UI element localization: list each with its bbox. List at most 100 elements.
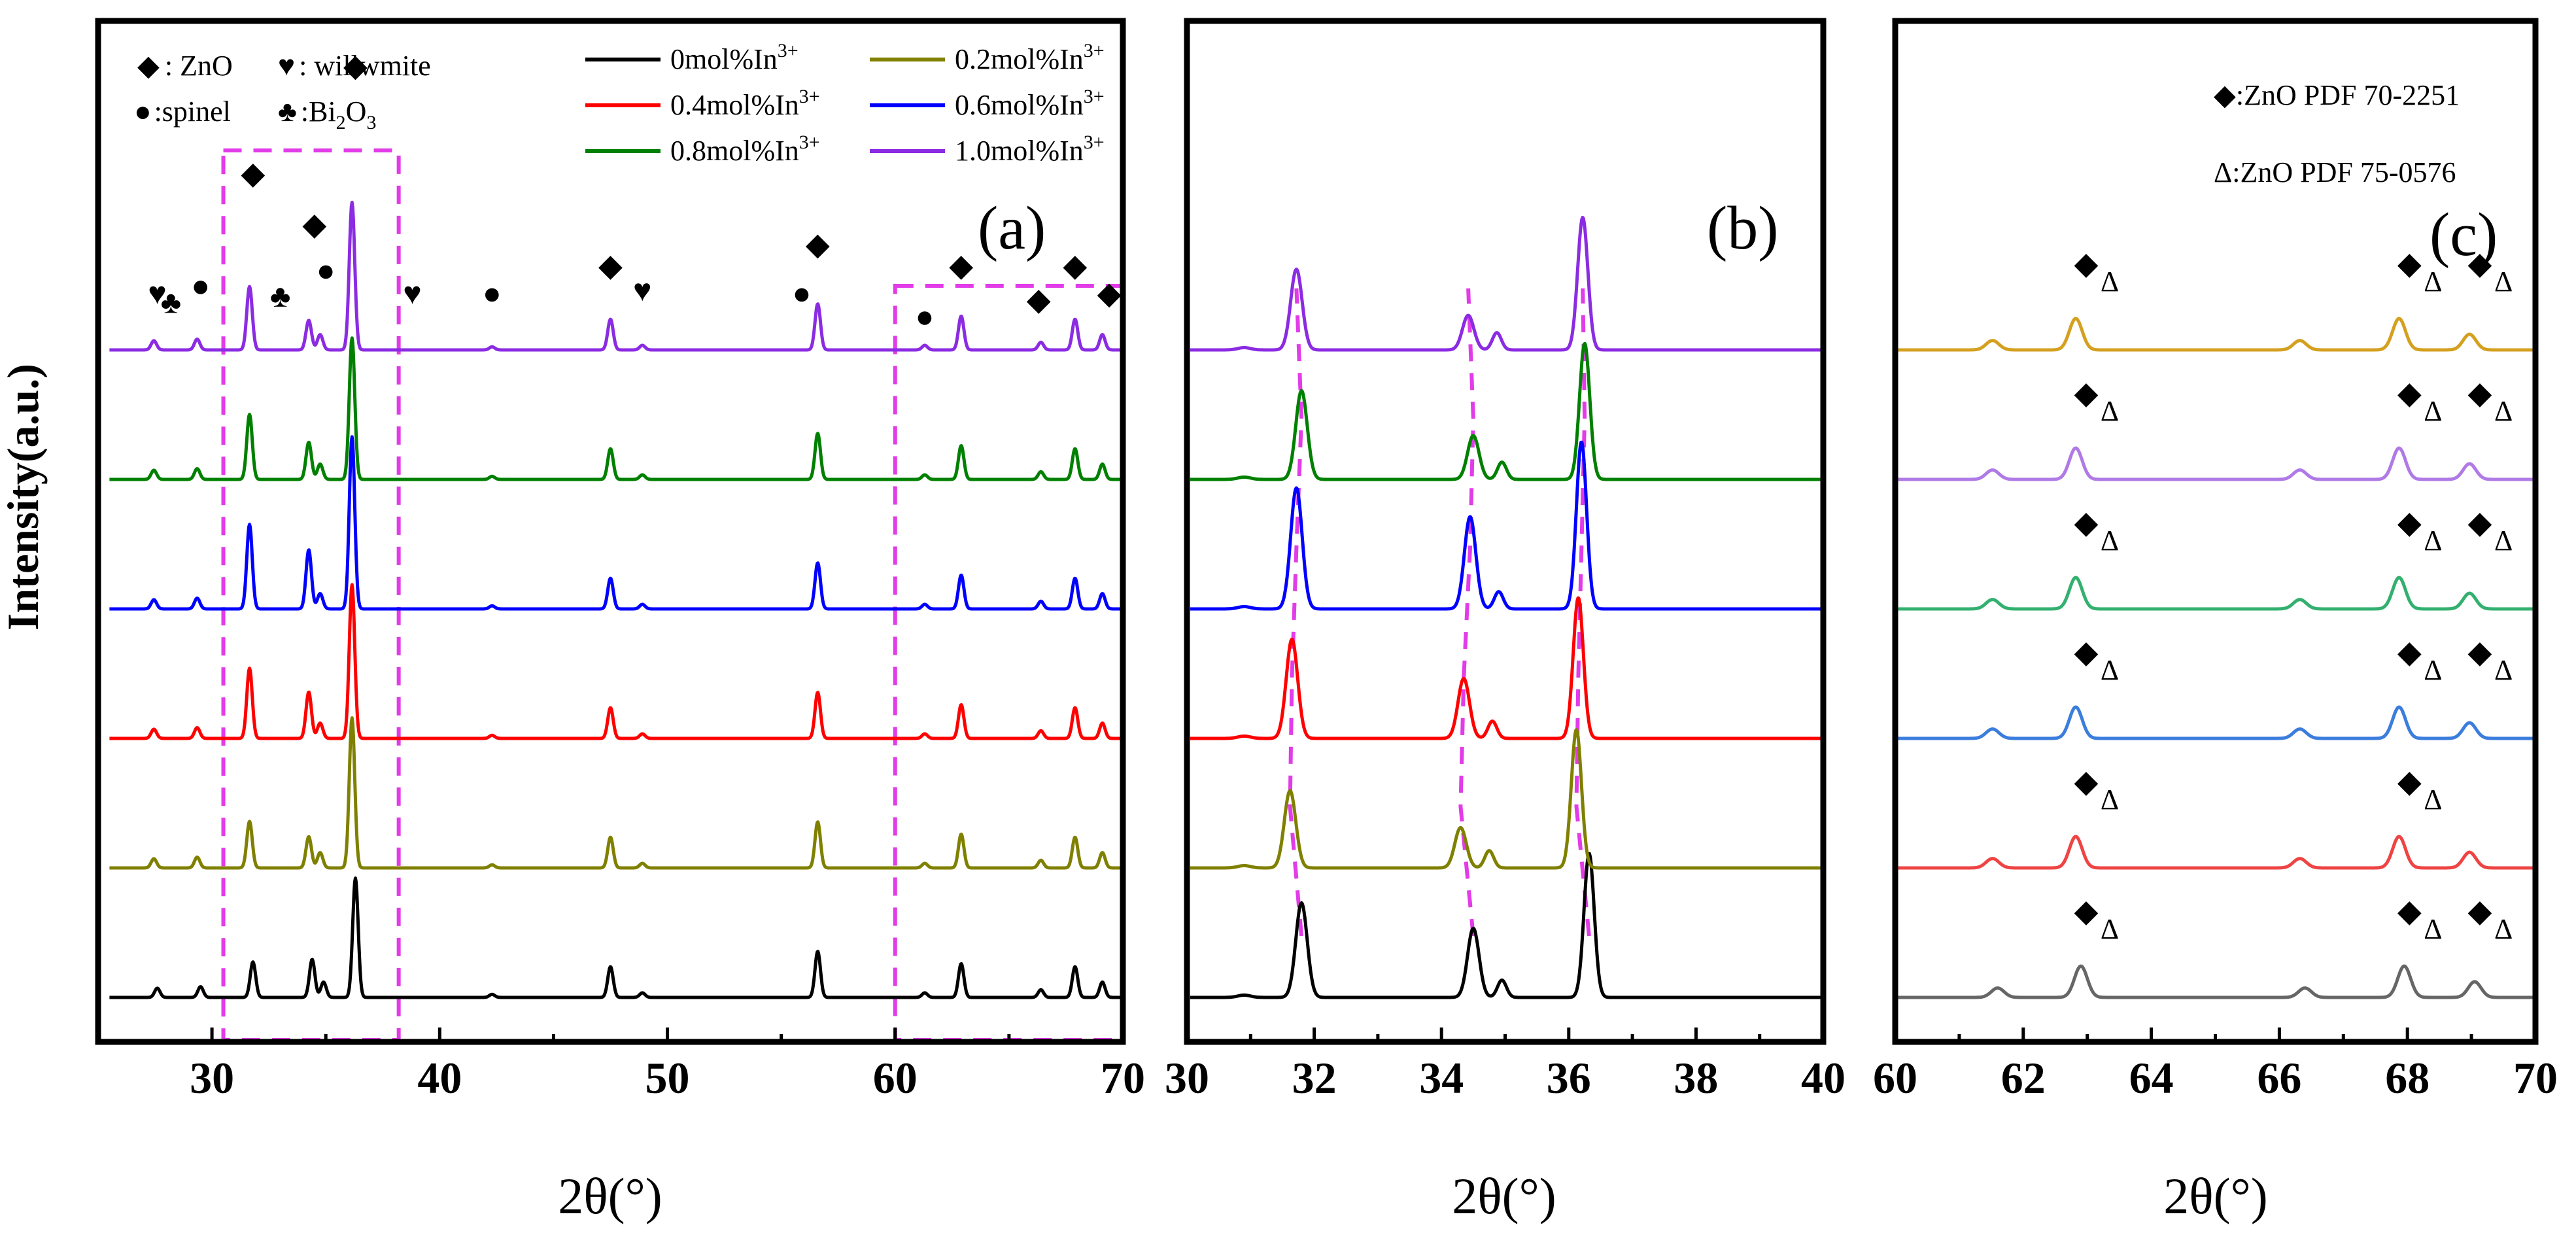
panel-c-tick-label: 60 xyxy=(1873,1053,1917,1103)
panel-b-series-5 xyxy=(1189,215,1825,352)
panel-a-legend-label: 0.4mol%In3+ xyxy=(670,86,820,121)
panel-a-legend-label: 0.8mol%In3+ xyxy=(670,131,820,167)
panel-b-tick-label: 34 xyxy=(1419,1053,1464,1103)
panel-c-zno-70-2251-marker: ◆ xyxy=(2468,635,2492,670)
panel-a-legend-label: 0.2mol%In3+ xyxy=(955,40,1105,75)
panel-c-zno-70-2251-marker: ◆ xyxy=(2397,376,2422,411)
panel-c-zno-70-2251-marker: ◆ xyxy=(2074,506,2098,540)
panel-c-zno-70-2251-marker: ◆ xyxy=(2074,247,2098,281)
panel-a-phase-marker: ◆ xyxy=(1063,249,1087,283)
panel-c-series-4 xyxy=(1895,446,2536,481)
panel-c-tick-label: 70 xyxy=(2513,1053,2558,1103)
panel-c-plot-area: ◆Δ◆Δ◆Δ◆Δ◆Δ◆Δ◆Δ◆Δ◆Δ◆Δ◆Δ◆Δ◆Δ◆Δ◆Δ◆Δ◆Δ xyxy=(1895,247,2536,999)
phase-key-bi2o3: ♣:Bi2O3 xyxy=(278,95,376,133)
panel-c-zno-75-0576-marker: Δ xyxy=(2101,525,2119,557)
panel-a-tick-label: 60 xyxy=(873,1053,918,1103)
panel-b-series-1 xyxy=(1189,728,1825,870)
panel-b-plot-area xyxy=(1189,215,1825,999)
panel-a-tick-label: 50 xyxy=(645,1053,690,1103)
panel-a-series-5 xyxy=(109,200,1124,352)
panel-a-label: (a) xyxy=(978,194,1046,262)
panel-a-phase-marker: ◆ xyxy=(1097,277,1122,311)
panel-c-series-5 xyxy=(1895,317,2536,352)
panel-b-series-4 xyxy=(1189,341,1825,481)
panel-b-peak-shift-line xyxy=(1458,288,1475,937)
panel-c-series-3 xyxy=(1895,576,2536,611)
panel-a-phase-marker: ◆ xyxy=(343,49,368,84)
panel-c-annotation-zno-75-0576: Δ:ZnO PDF 75-0576 xyxy=(2214,156,2456,188)
panel-a-legend-label: 1.0mol%In3+ xyxy=(955,131,1105,167)
panel-c-zno-75-0576-marker: Δ xyxy=(2101,654,2119,686)
panel-c-x-ticks: 60 62 64 66 68 70 xyxy=(1873,1028,2558,1103)
panel-b-peak-shift-line xyxy=(1288,288,1304,937)
panel-a-phase-marker: ● xyxy=(483,277,502,311)
panel-a-phase-marker: ● xyxy=(793,277,812,311)
panel-a-highlight-box xyxy=(221,148,401,1042)
panel-c-zno-75-0576-marker: Δ xyxy=(2424,395,2442,427)
panel-c-zno-70-2251-marker: ◆ xyxy=(2397,635,2422,670)
panel-a-phase-marker: ● xyxy=(191,269,210,303)
panel-a-phase-marker: ◆ xyxy=(241,156,265,191)
panel-a-phase-marker: ◆ xyxy=(598,249,623,283)
panel-a-phase-marker: ◆ xyxy=(302,207,326,242)
panel-c-zno-75-0576-marker: Δ xyxy=(2494,266,2513,298)
panel-c-zno-75-0576-marker: Δ xyxy=(2424,913,2442,945)
panel-c-zno-75-0576-marker: Δ xyxy=(2424,784,2442,816)
phase-key-zno: ◆: ZnO xyxy=(137,50,233,82)
panel-c-tick-label: 68 xyxy=(2385,1053,2430,1103)
panel-c-zno-70-2251-marker: ◆ xyxy=(2468,894,2492,929)
panel-b-tick-label: 32 xyxy=(1292,1053,1337,1103)
panel-a-highlight-box xyxy=(893,284,1125,1042)
panel-c-series-1 xyxy=(1895,835,2536,870)
phase-key-spinel: ●:spinel xyxy=(134,95,231,128)
panel-c-zno-75-0576-marker: Δ xyxy=(2101,266,2119,298)
panel-b-x-ticks: 30 32 34 36 38 40 xyxy=(1165,1028,1846,1103)
panel-c-zno-75-0576-marker: Δ xyxy=(2424,525,2442,557)
panel-a-phase-marker: ◆ xyxy=(1027,283,1051,317)
panel-a-phase-marker: ● xyxy=(317,253,335,288)
panel-b-label: (b) xyxy=(1707,194,1779,262)
panel-c-label: (c) xyxy=(2430,201,2498,269)
panel-c-tick-label: 66 xyxy=(2257,1053,2301,1103)
panel-c-zno-75-0576-marker: Δ xyxy=(2101,913,2119,945)
panel-a-phase-marker: ◆ xyxy=(806,227,830,262)
panel-a-phase-marker: ♥ xyxy=(148,277,167,311)
panel-c-zno-75-0576-marker: Δ xyxy=(2101,395,2119,427)
panel-a: ♥♣ ●◆♣◆●◆♥ ●◆♥ ●◆●◆◆◆◆ 30 40 50 60 70 2θ(°) (a)… xyxy=(95,18,1145,1224)
phase-key-willwmite: ♥: willwmite xyxy=(278,50,431,82)
panel-c-zno-70-2251-marker: ◆ xyxy=(2468,247,2492,281)
panel-a-frame xyxy=(95,18,1126,1045)
panel-c-annotation-zno-70-2251: ◆:ZnO PDF 70-2251 xyxy=(2214,79,2460,111)
panel-a-phase-marker: ♣ xyxy=(161,286,182,320)
panel-b-series-2 xyxy=(1189,596,1825,740)
panel-c-zno-70-2251-marker: ◆ xyxy=(2074,894,2098,929)
panel-c-zno-70-2251-marker: ◆ xyxy=(2074,635,2098,670)
panel-c: ◆Δ◆Δ◆Δ◆Δ◆Δ◆Δ◆Δ◆Δ◆Δ◆Δ◆Δ◆Δ◆Δ◆Δ◆Δ◆Δ◆Δ 60 62 6… xyxy=(1873,18,2558,1224)
panel-a-tick-label: 30 xyxy=(190,1053,234,1103)
panel-a-x-axis-label: 2θ(°) xyxy=(558,1167,662,1224)
panel-b-tick-label: 40 xyxy=(1801,1053,1846,1103)
panel-b-frame xyxy=(1184,18,1827,1045)
panel-a-phase-marker: ♣ xyxy=(270,279,291,314)
panel-c-zno-75-0576-marker: Δ xyxy=(2101,784,2119,816)
y-axis-label: Intensity(a.u.) xyxy=(0,364,48,631)
panel-a-phase-marker: ◆ xyxy=(949,249,973,283)
panel-b-tick-label: 36 xyxy=(1547,1053,1591,1103)
panel-c-zno-70-2251-marker: ◆ xyxy=(2468,506,2492,540)
panel-a-series-3 xyxy=(109,435,1124,611)
panel-c-x-axis-label: 2θ(°) xyxy=(2163,1167,2268,1224)
panel-c-tick-label: 64 xyxy=(2129,1053,2174,1103)
panel-a-phase-key: ◆: ZnO ♥: willwmite ●:spinel ♣:Bi2O3 xyxy=(134,50,431,133)
panel-b-x-axis-label: 2θ(°) xyxy=(1452,1167,1556,1224)
panel-a-legend: 0mol%In3+ 0.2mol%In3+ 0.4mol%In3+ 0.6mol%In… xyxy=(585,40,1105,167)
panel-b-tick-label: 30 xyxy=(1165,1053,1209,1103)
panel-a-tick-label: 40 xyxy=(417,1053,462,1103)
panel-c-tick-label: 62 xyxy=(2001,1053,2046,1103)
panel-c-zno-75-0576-marker: Δ xyxy=(2424,266,2442,298)
panel-a-tick-label: 70 xyxy=(1101,1053,1145,1103)
panel-a-phase-marker: ● xyxy=(916,300,935,334)
panel-a-legend-label: 0.6mol%In3+ xyxy=(955,86,1105,121)
panel-c-zno-75-0576-marker: Δ xyxy=(2494,525,2513,557)
panel-a-series-2 xyxy=(109,583,1124,740)
